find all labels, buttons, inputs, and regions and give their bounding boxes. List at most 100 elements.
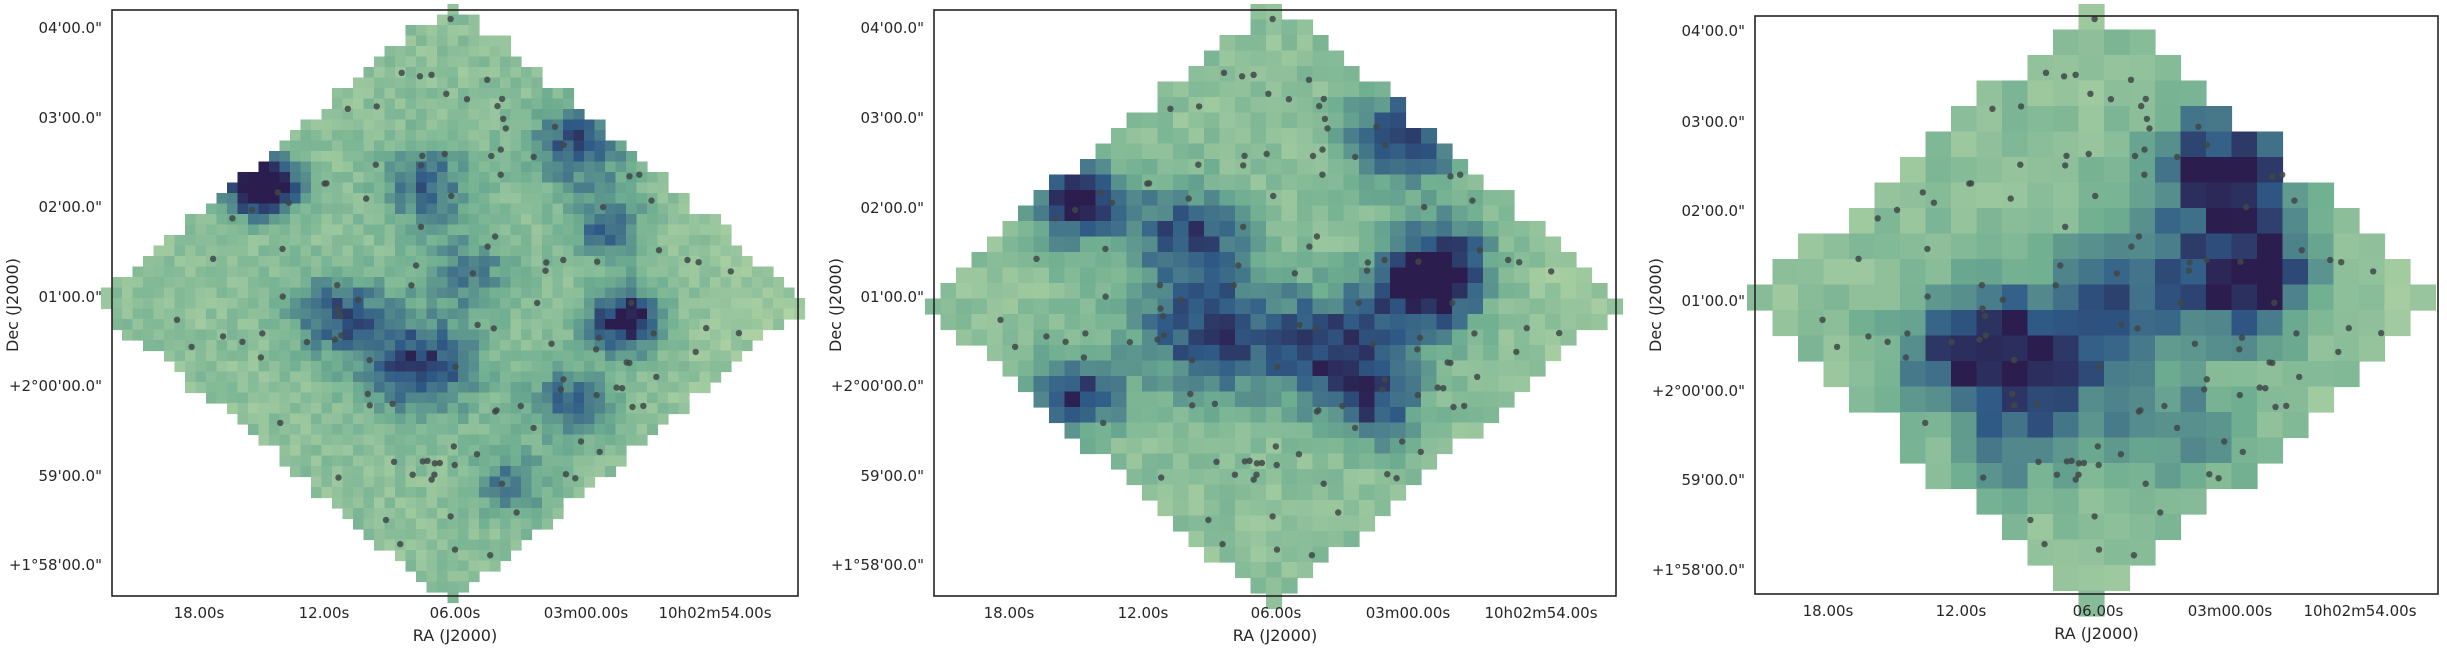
heatmap-cell — [552, 203, 564, 215]
heatmap-cell — [311, 371, 323, 383]
heatmap-cell — [1235, 205, 1252, 222]
heatmap-cell — [531, 277, 543, 289]
heatmap-cell — [1219, 422, 1236, 439]
heatmap-cell — [1312, 221, 1329, 238]
source-marker — [498, 95, 506, 103]
heatmap-cell — [1002, 236, 1019, 253]
heatmap-cell — [447, 161, 459, 173]
heatmap-cell — [458, 151, 470, 163]
heatmap-cell — [626, 245, 638, 257]
heatmap-cell — [1925, 182, 1952, 209]
heatmap-cell — [689, 256, 701, 268]
heatmap-cell — [1483, 298, 1500, 315]
heatmap-cell — [1033, 267, 1050, 284]
heatmap-cell — [332, 371, 344, 383]
source-marker — [1238, 73, 1246, 80]
heatmap-cell — [1266, 283, 1283, 300]
heatmap-cell — [657, 308, 669, 320]
heatmap-cell — [2333, 233, 2360, 260]
heatmap-cell — [426, 119, 438, 131]
heatmap-cell — [1142, 143, 1159, 160]
heatmap-cell — [458, 14, 470, 26]
heatmap-cell — [1772, 310, 1799, 337]
heatmap-cell — [479, 371, 491, 383]
heatmap-cell — [1452, 190, 1469, 207]
heatmap-cell — [521, 88, 533, 100]
heatmap-cell — [584, 476, 596, 488]
heatmap-cell — [405, 35, 417, 47]
source-markers — [1819, 15, 2385, 559]
heatmap-cell — [290, 235, 302, 247]
heatmap-cell — [395, 350, 407, 362]
heatmap-cell — [321, 266, 333, 278]
source-marker — [1240, 223, 1247, 230]
heatmap-cell — [290, 392, 302, 404]
heatmap-cell — [332, 151, 344, 163]
heatmap-cell — [594, 203, 606, 215]
heatmap-cell — [416, 445, 428, 457]
heatmap-cell — [2129, 55, 2156, 82]
source-marker — [2113, 270, 2120, 277]
heatmap-cell — [563, 455, 575, 467]
heatmap-cell — [542, 245, 554, 257]
heatmap-cell — [552, 319, 564, 331]
heatmap-cell — [1235, 422, 1252, 439]
heatmap-cell — [311, 413, 323, 425]
heatmap-cell — [710, 319, 722, 331]
heatmap-cell — [552, 371, 564, 383]
source-marker — [1052, 215, 1059, 222]
heatmap-cell — [542, 151, 554, 163]
source-marker — [412, 262, 420, 269]
heatmap-cell — [353, 350, 365, 362]
heatmap-cell — [1281, 19, 1298, 36]
heatmap-cell — [1297, 562, 1314, 579]
heatmap-cell — [1235, 283, 1252, 300]
heatmap-cell — [1297, 283, 1314, 300]
heatmap-cell — [1188, 252, 1205, 269]
heatmap-cell — [594, 130, 606, 142]
heatmap-cell — [489, 161, 501, 173]
heatmap-cell — [1312, 174, 1329, 191]
heatmap-cell — [1095, 143, 1112, 160]
heatmap-cell — [573, 130, 585, 142]
heatmap-cell — [1064, 205, 1081, 222]
heatmap-cell — [605, 214, 617, 226]
heatmap-cell — [626, 266, 638, 278]
heatmap-cell — [1976, 386, 2003, 413]
heatmap-cell — [384, 455, 396, 467]
heatmap-cell — [437, 403, 449, 415]
heatmap-cell — [405, 319, 417, 331]
heatmap-cell — [321, 182, 333, 194]
source-marker — [2269, 173, 2276, 180]
heatmap-cell — [300, 371, 312, 383]
heatmap-cell — [500, 193, 512, 205]
heatmap-cell — [1064, 422, 1081, 439]
source-marker — [1381, 376, 1389, 383]
heatmap-cell — [1343, 407, 1360, 424]
heatmap-cell — [437, 560, 449, 572]
heatmap-cell — [1421, 143, 1438, 160]
source-marker — [397, 540, 404, 548]
source-marker — [2195, 123, 2202, 130]
heatmap-cell — [1064, 407, 1081, 424]
heatmap-cell — [2155, 80, 2182, 107]
heatmap-cell — [395, 413, 407, 425]
heatmap-cell — [479, 182, 491, 194]
source-marker — [1904, 330, 1911, 337]
source-marker — [1285, 96, 1293, 103]
axes-frame — [933, 9, 1617, 597]
heatmap-cell — [2027, 539, 2054, 566]
source-marker — [2041, 540, 2048, 548]
heatmap-cell — [1080, 190, 1097, 207]
heatmap-cell — [290, 298, 302, 310]
heatmap-cell — [2180, 284, 2207, 311]
heatmap-cell — [573, 340, 585, 352]
heatmap-cell — [342, 382, 354, 394]
source-marker — [1399, 438, 1406, 445]
heatmap-cell — [122, 308, 134, 320]
heatmap-cell — [647, 203, 659, 215]
heatmap-cell — [227, 224, 239, 236]
heatmap-cell — [1359, 391, 1376, 408]
heatmap-cell — [1080, 407, 1097, 424]
heatmap-cell — [678, 382, 690, 394]
